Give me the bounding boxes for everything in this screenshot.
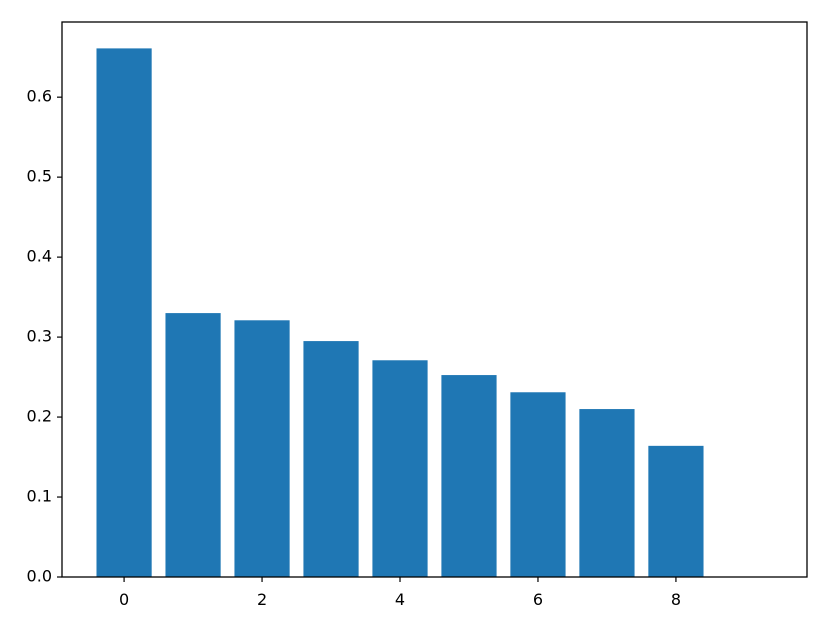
axes-frame [61,21,808,578]
x-tick-label: 0 [119,590,129,609]
bar [579,409,635,577]
bar [510,392,566,577]
bar [234,320,290,577]
y-tick-label: 0.0 [27,567,52,586]
y-tick-label: 0.6 [27,87,52,106]
x-tick-label: 6 [533,590,543,609]
bar [96,48,152,577]
y-tick-label: 0.1 [27,487,52,506]
bar [165,313,221,577]
x-tick-label: 8 [671,590,681,609]
y-tick-label: 0.5 [27,167,52,186]
y-tick-label: 0.4 [27,247,52,266]
x-tick-label: 2 [257,590,267,609]
y-tick-label: 0.2 [27,407,52,426]
bar [441,375,497,577]
x-tick-label: 4 [395,590,405,609]
bar [648,445,704,577]
bar [372,360,428,577]
y-tick-label: 0.3 [27,327,52,346]
bar [303,341,359,577]
